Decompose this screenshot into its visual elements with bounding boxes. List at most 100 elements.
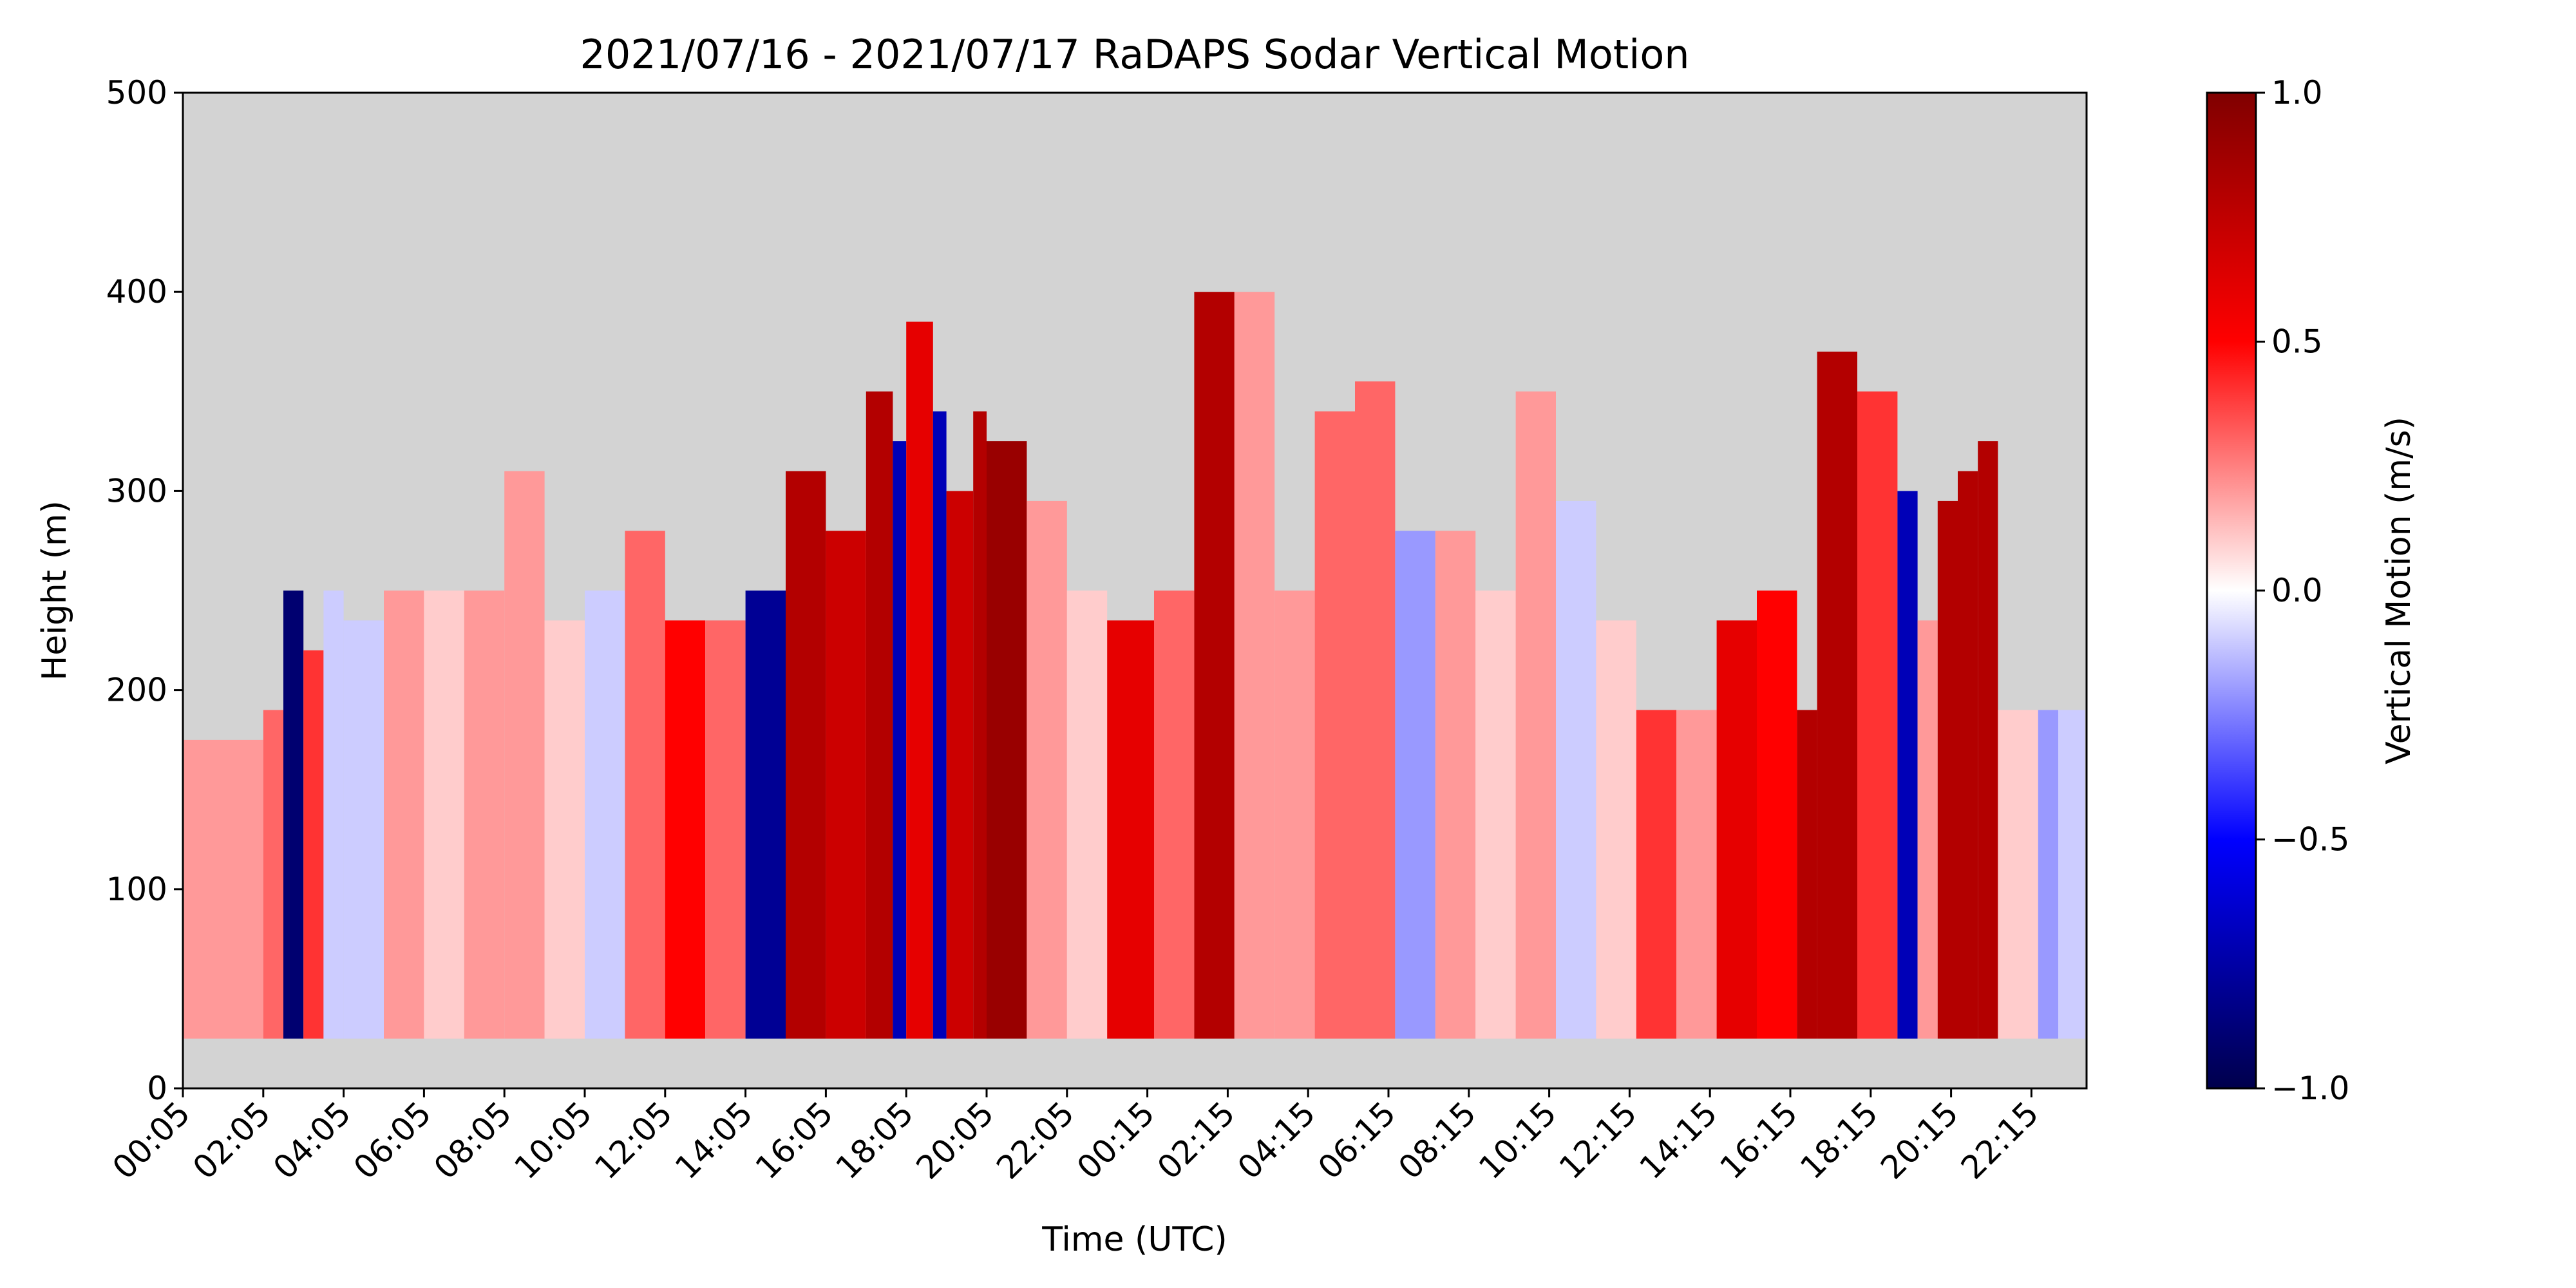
heatmap-column [946, 491, 974, 1039]
y-axis-ticks: 0 100 200 300 400 500 [106, 74, 183, 1107]
plot-frame [182, 91, 2088, 1090]
x-tick-label: 12:15 [1552, 1094, 1644, 1186]
y-tick-label: 200 [106, 672, 167, 709]
heatmap-column [866, 391, 893, 1039]
heatmap-column [1917, 620, 1938, 1039]
colorbar [2206, 91, 2257, 1090]
heatmap-column [1395, 531, 1435, 1039]
heatmap-column [1998, 710, 2038, 1039]
heatmap-column [303, 650, 324, 1039]
y-tick-label: 500 [106, 74, 167, 111]
y-tick-label: 0 [147, 1070, 167, 1107]
heatmap-column [1596, 620, 1636, 1039]
heatmap-column [973, 411, 987, 1039]
heatmap-column [544, 620, 585, 1039]
heatmap-column [1515, 391, 1556, 1039]
heatmap-column [1817, 352, 1857, 1039]
x-axis-label: Time (UTC) [1041, 1220, 1227, 1259]
heatmap-column [933, 411, 947, 1039]
heatmap-column [424, 591, 464, 1039]
heatmap-column [625, 531, 665, 1039]
x-tick-label: 00:15 [1070, 1094, 1162, 1186]
heatmap-column [464, 591, 505, 1039]
heatmap-column [745, 591, 786, 1039]
x-tick-label: 10:15 [1472, 1094, 1564, 1186]
heatmap-column [786, 471, 826, 1039]
heatmap-column [1857, 391, 1898, 1039]
heatmap-column [1937, 500, 1958, 1039]
heatmap-column [263, 710, 283, 1039]
heatmap-column [504, 471, 545, 1039]
heatmap-column [1234, 292, 1275, 1039]
heatmap-column [183, 739, 263, 1039]
x-tick-label: 04:15 [1231, 1094, 1323, 1186]
heatmap-column [1355, 381, 1396, 1039]
heatmap-column [1757, 591, 1797, 1039]
heatmap-column [384, 591, 424, 1039]
heatmap-column [987, 441, 1027, 1039]
x-tick-label: 04:05 [266, 1094, 358, 1186]
x-tick-label: 02:05 [185, 1094, 278, 1186]
x-tick-label: 08:05 [427, 1094, 519, 1186]
x-tick-label: 16:05 [748, 1094, 840, 1186]
colorbar-tick-label: 0.0 [2271, 572, 2323, 609]
x-tick-label: 06:05 [346, 1094, 439, 1186]
heatmap-column [1475, 591, 1516, 1039]
heatmap-column [1958, 471, 1978, 1039]
heatmap-column [1435, 531, 1476, 1039]
colorbar-label: Vertical Motion (m/s) [2380, 417, 2418, 764]
heatmap-column [893, 441, 907, 1039]
heatmap-column [283, 591, 304, 1039]
x-axis-ticks: 00:0502:0504:0506:0508:0510:0512:0514:05… [106, 1088, 2046, 1186]
x-tick-label: 08:15 [1391, 1094, 1483, 1186]
colorbar-tick-label: 0.5 [2271, 323, 2323, 361]
heatmap-column [343, 620, 384, 1039]
heatmap-column [826, 531, 866, 1039]
x-tick-label: 20:05 [909, 1094, 1001, 1186]
heatmap-column [585, 591, 625, 1039]
heatmap-column [665, 620, 706, 1039]
heatmap-column [323, 591, 344, 1039]
heatmap-column [1978, 441, 1998, 1039]
x-tick-label: 16:15 [1713, 1094, 1805, 1186]
heatmap-column [2058, 710, 2085, 1039]
x-tick-label: 22:15 [1954, 1094, 2046, 1186]
heatmap-column [1897, 491, 1918, 1039]
x-tick-label: 12:05 [587, 1094, 679, 1186]
heatmap-columns [183, 292, 2085, 1039]
heatmap-column [1027, 500, 1067, 1039]
heatmap-column [705, 620, 746, 1039]
x-tick-label: 00:05 [106, 1094, 198, 1186]
heatmap-column [1066, 591, 1108, 1039]
heatmap-column [1107, 620, 1154, 1039]
x-tick-label: 18:05 [829, 1094, 921, 1186]
heatmap-column [1676, 710, 1717, 1039]
heatmap-column [1194, 292, 1235, 1039]
x-tick-label: 18:15 [1793, 1094, 1885, 1186]
heatmap-column [1716, 620, 1757, 1039]
colorbar-tick-label: 1.0 [2271, 74, 2323, 111]
x-tick-label: 20:15 [1873, 1094, 1965, 1186]
x-tick-label: 10:05 [507, 1094, 600, 1186]
x-tick-label: 14:15 [1633, 1094, 1725, 1186]
y-tick-label: 100 [106, 871, 167, 908]
colorbar-tick-label: −0.5 [2271, 821, 2349, 858]
heatmap-column [1797, 710, 1817, 1039]
y-tick-label: 400 [106, 273, 167, 310]
x-tick-label: 22:05 [989, 1094, 1081, 1186]
heatmap-column [2038, 710, 2058, 1039]
x-tick-label: 14:05 [668, 1094, 760, 1186]
heatmap-column [1314, 411, 1355, 1039]
x-tick-label: 02:15 [1150, 1094, 1242, 1186]
colorbar-tick-label: −1.0 [2271, 1070, 2349, 1107]
heatmap-column [1154, 591, 1195, 1039]
y-axis-label: Height (m) [35, 500, 74, 681]
colorbar-ticks: 1.0 0.5 0.0 −0.5 −1.0 [2256, 74, 2349, 1107]
heatmap-column [906, 321, 933, 1039]
heatmap-column [1274, 591, 1315, 1039]
heatmap-column [1636, 710, 1677, 1039]
chart-title: 2021/07/16 - 2021/07/17 RaDAPS Sodar Ver… [580, 31, 1689, 78]
heatmap-column [1556, 500, 1596, 1039]
y-tick-label: 300 [106, 472, 167, 509]
